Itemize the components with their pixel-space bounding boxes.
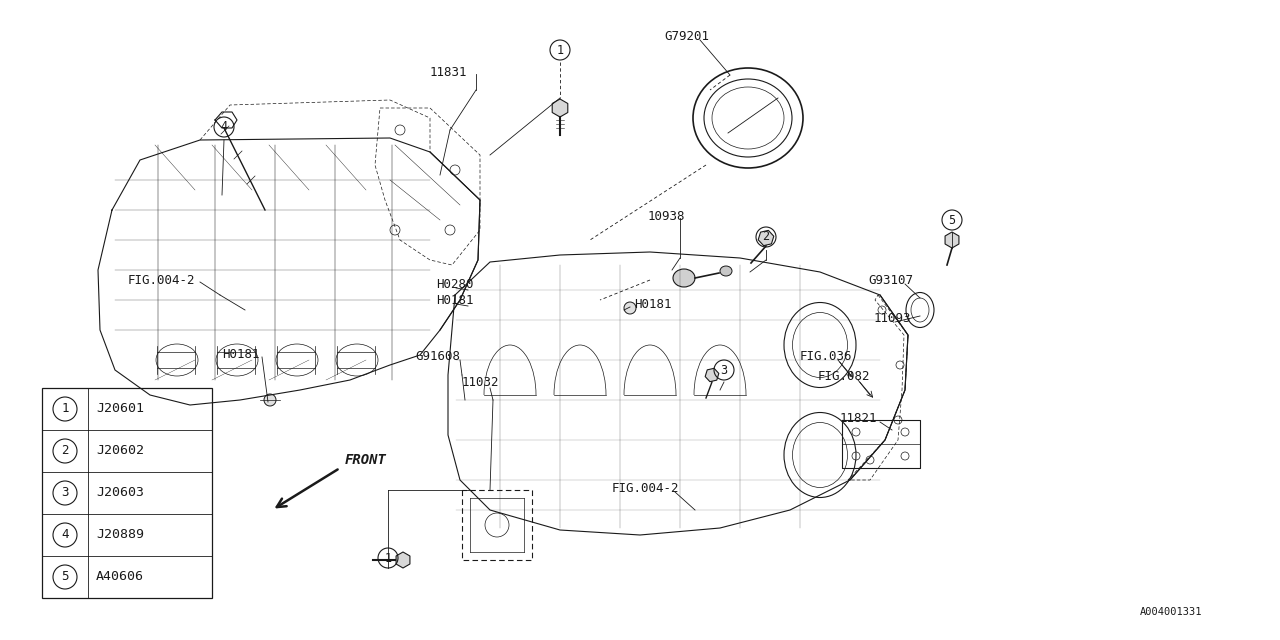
Text: H0181: H0181 <box>436 294 474 307</box>
Text: 4: 4 <box>220 120 228 134</box>
Text: G79201: G79201 <box>664 29 709 42</box>
Text: 2: 2 <box>61 445 69 458</box>
Text: FIG.004-2: FIG.004-2 <box>612 481 680 495</box>
Text: J20889: J20889 <box>96 529 143 541</box>
Text: 1: 1 <box>61 403 69 415</box>
Text: 4: 4 <box>61 529 69 541</box>
Text: H0181: H0181 <box>634 298 672 312</box>
Text: 1: 1 <box>557 44 563 56</box>
Text: J20603: J20603 <box>96 486 143 499</box>
Text: FIG.004-2: FIG.004-2 <box>128 273 196 287</box>
Text: 11831: 11831 <box>430 65 467 79</box>
Text: FIG.036: FIG.036 <box>800 349 852 362</box>
Text: 3: 3 <box>61 486 69 499</box>
Text: H0280: H0280 <box>436 278 474 291</box>
Text: J20602: J20602 <box>96 445 143 458</box>
Text: 1: 1 <box>384 552 392 564</box>
Text: H0181: H0181 <box>221 348 260 360</box>
Circle shape <box>264 394 276 406</box>
Text: 11032: 11032 <box>462 376 499 390</box>
Text: G91608: G91608 <box>415 351 460 364</box>
Text: 3: 3 <box>721 364 727 376</box>
Text: 5: 5 <box>61 570 69 584</box>
Text: 11821: 11821 <box>840 412 878 424</box>
Text: J20601: J20601 <box>96 403 143 415</box>
Text: G93107: G93107 <box>868 273 913 287</box>
Text: FIG.082: FIG.082 <box>818 369 870 383</box>
Text: 10938: 10938 <box>648 209 686 223</box>
Text: 11093: 11093 <box>874 312 911 324</box>
Text: 5: 5 <box>948 214 956 227</box>
Ellipse shape <box>673 269 695 287</box>
Ellipse shape <box>719 266 732 276</box>
Text: FRONT: FRONT <box>346 453 387 467</box>
Circle shape <box>625 302 636 314</box>
Text: A004001331: A004001331 <box>1140 607 1202 617</box>
Text: 2: 2 <box>763 230 769 243</box>
Text: A40606: A40606 <box>96 570 143 584</box>
Bar <box>42 388 212 598</box>
